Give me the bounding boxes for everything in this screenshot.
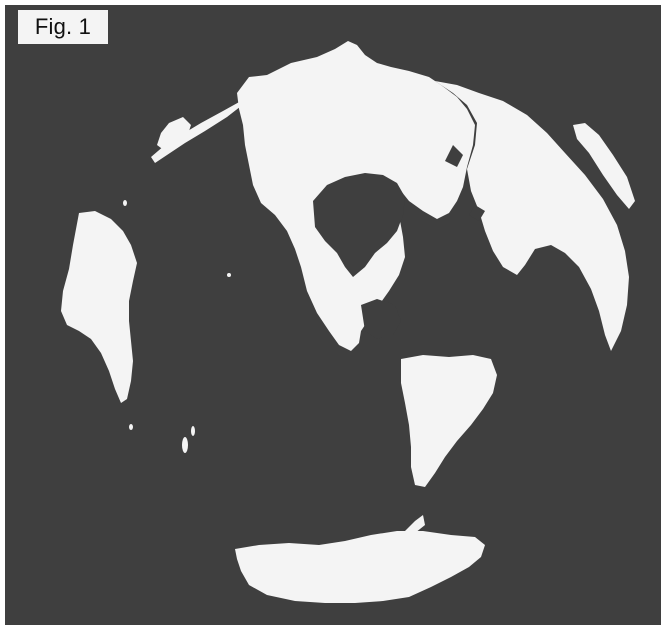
landmass-small-island (182, 437, 188, 453)
landmass-left-island (157, 117, 191, 151)
landmass-south-america (401, 355, 497, 487)
landmass-small-island (123, 200, 127, 206)
inland-sea (445, 145, 463, 167)
landmass-australia (61, 211, 137, 403)
figure-label: Fig. 1 (18, 10, 108, 44)
landmass-eurasia (435, 81, 629, 351)
antarctica-peninsula (405, 515, 425, 533)
landmass-small-island (227, 273, 231, 277)
landmass-left-strip (151, 101, 245, 163)
landmass-antarctica (235, 531, 485, 603)
landmass-arctic-island (573, 123, 635, 209)
world-map (61, 41, 635, 603)
landmass-small-island (191, 426, 195, 436)
landmass-small-island (129, 424, 133, 430)
hudson-bay (313, 173, 405, 277)
figure-panel: Fig. 1 (5, 5, 661, 625)
gulf-of-mexico (361, 299, 401, 339)
inland-sea-2 (469, 205, 485, 221)
